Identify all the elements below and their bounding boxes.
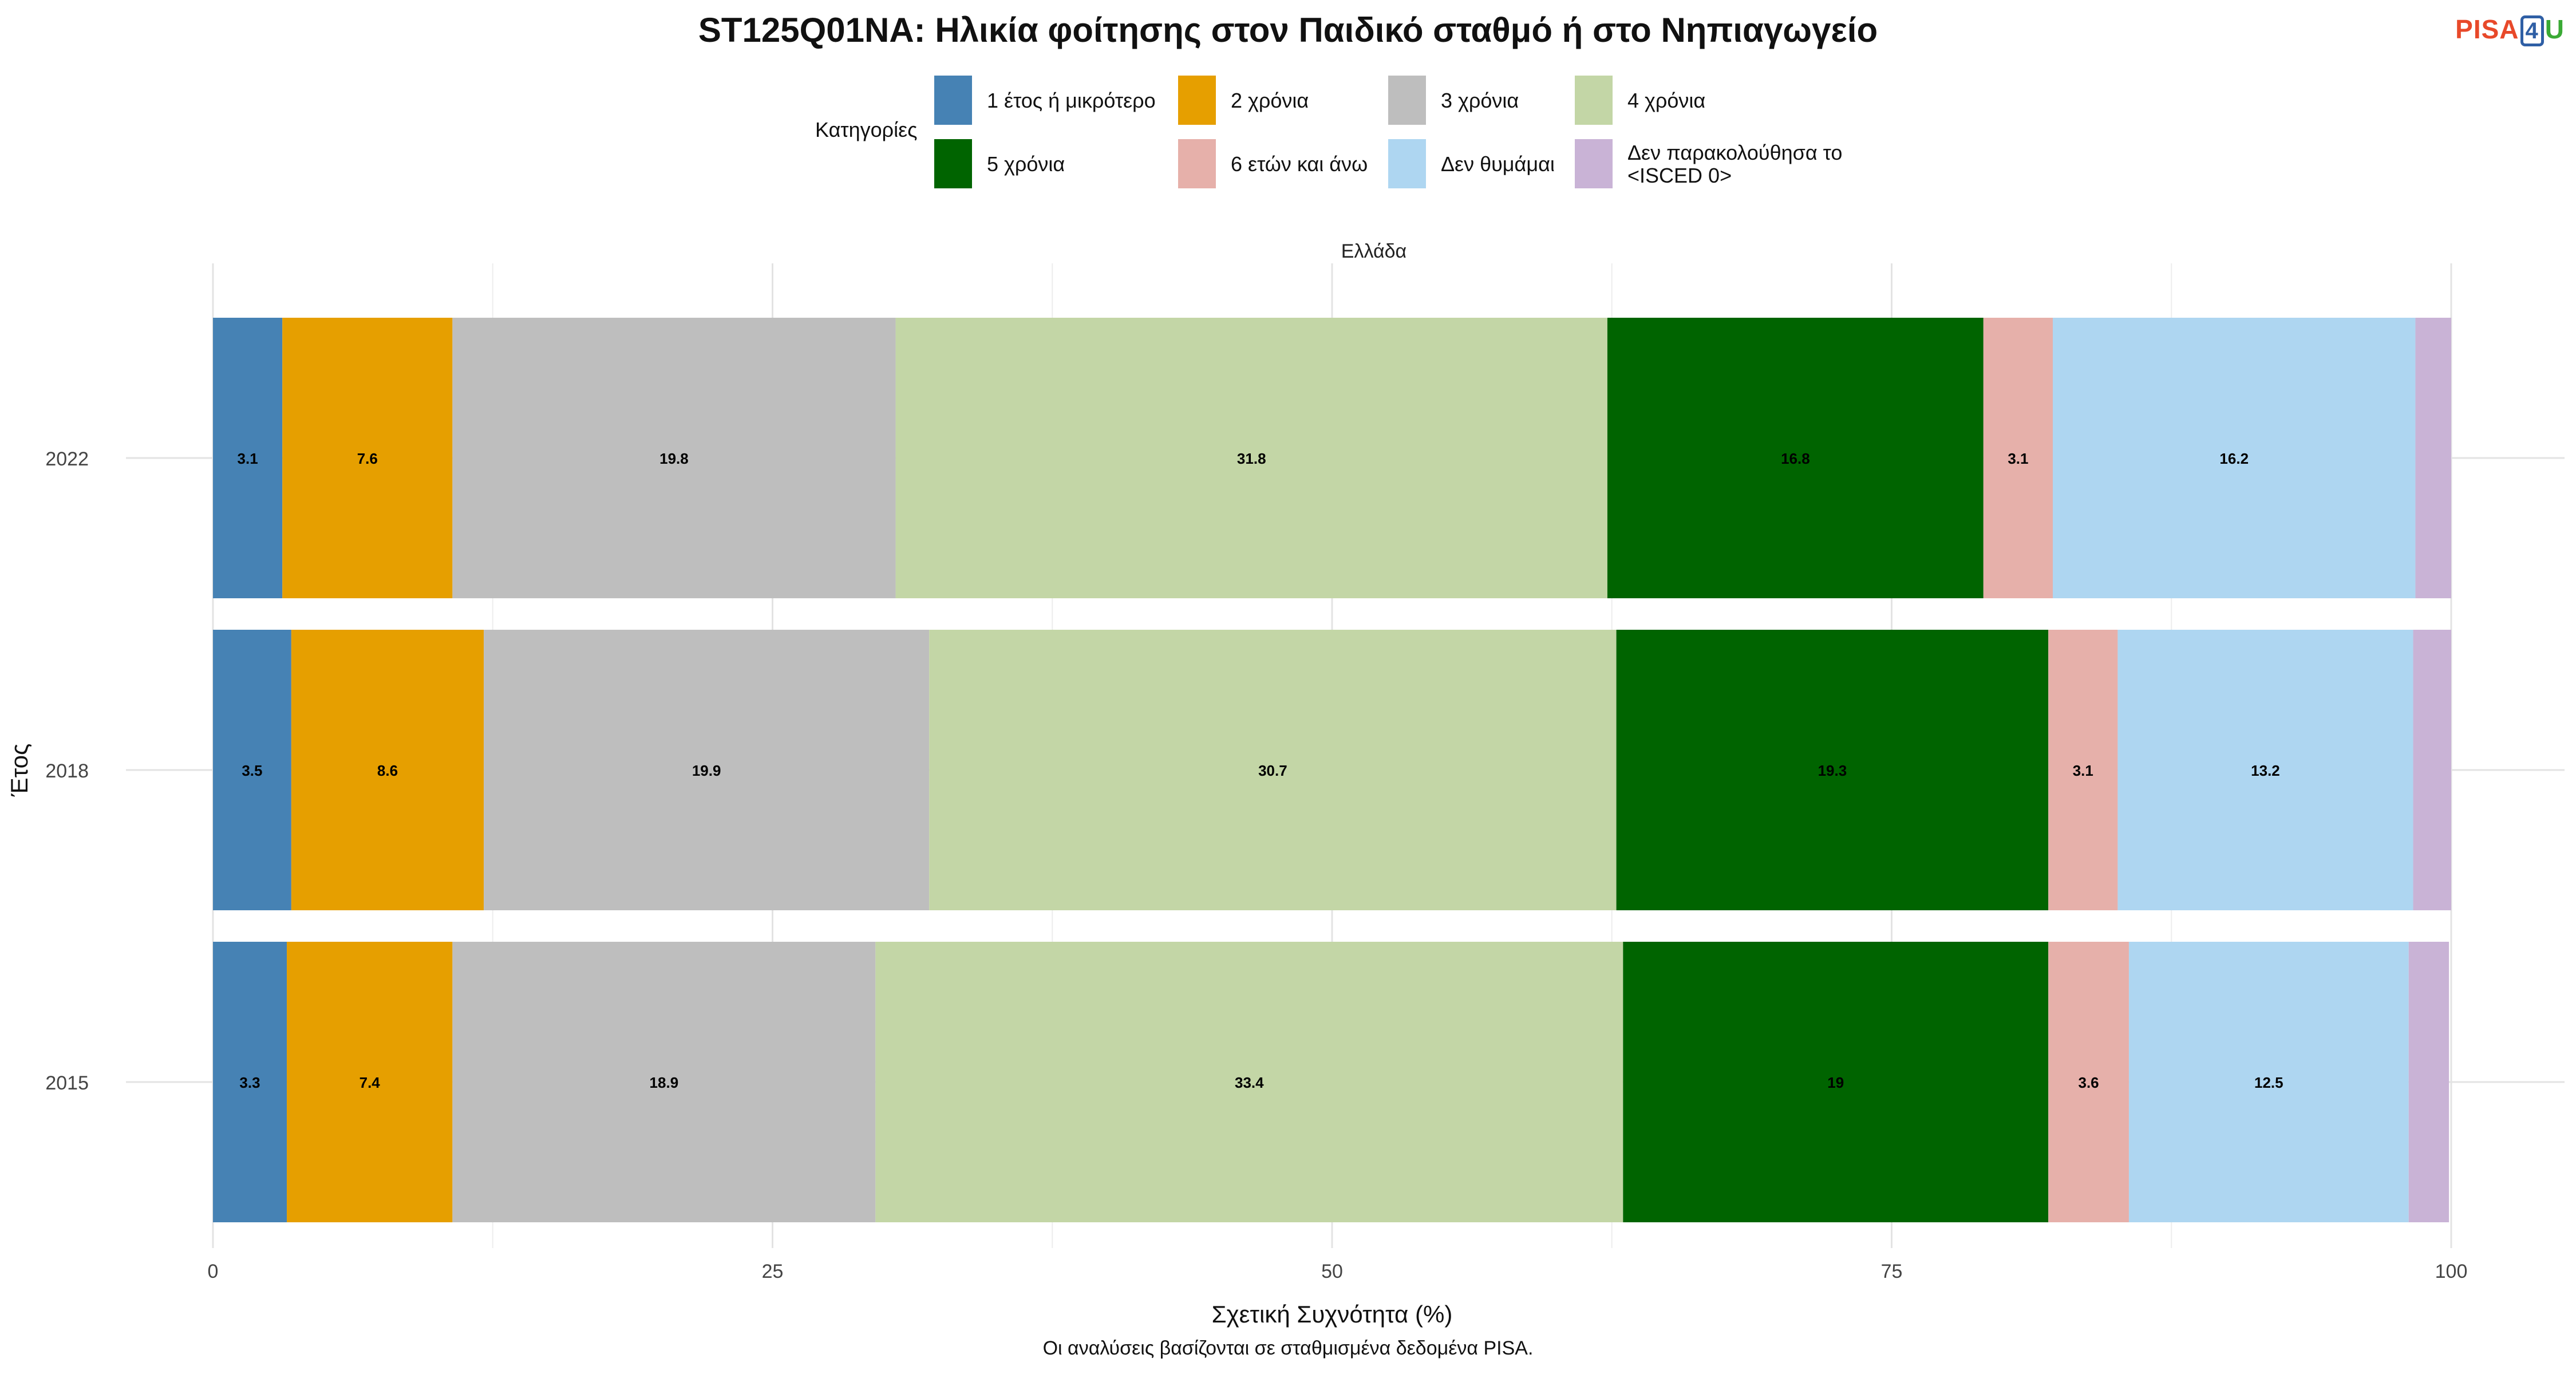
data-label: 3.1 [2073, 762, 2093, 779]
data-label: 3.1 [2008, 450, 2028, 467]
data-label: 16.2 [2219, 450, 2249, 467]
bar-segment [452, 942, 876, 1222]
bar-segment [484, 630, 930, 910]
legend-label: 5 χρόνια [987, 152, 1065, 176]
bar-segment [1983, 318, 2053, 598]
data-label: 3.3 [239, 1074, 260, 1091]
bar-segment [895, 318, 1607, 598]
caption: Οι αναλύσεις βασίζονται σε σταθμισμένα δ… [1042, 1337, 1534, 1359]
legend-title: Κατηγορίες [815, 118, 918, 141]
legend-label: Δεν παρακολούθησα το <ISCED 0> [1627, 141, 1843, 187]
bar-segment [213, 630, 291, 910]
bar-segment [282, 318, 453, 598]
bar-segment [2128, 942, 2409, 1222]
x-tick-label: 0 [208, 1261, 219, 1282]
data-label: 3.1 [238, 450, 258, 467]
bar-segment [929, 630, 1617, 910]
chart-title: ST125Q01NA: Ηλικία φοίτησης στον Παιδικό… [698, 11, 1878, 49]
legend-key [1178, 76, 1216, 125]
data-label: 30.7 [1258, 762, 1287, 779]
y-tick-label: 2018 [45, 760, 89, 782]
data-label: 19 [1827, 1074, 1844, 1091]
data-label: 31.8 [1237, 450, 1266, 467]
legend-label: 4 χρόνια [1627, 89, 1706, 112]
legend-key [934, 76, 972, 125]
legend-label: 1 έτος ή μικρότερο [987, 89, 1156, 112]
bar-segment [2117, 630, 2413, 910]
legend-label: 6 ετών και άνω [1231, 152, 1368, 176]
data-label: 3.6 [2079, 1074, 2099, 1091]
logo-u-text: U [2545, 14, 2565, 44]
bar-segment [291, 630, 484, 910]
legend-key [1575, 76, 1613, 125]
bar-segment [875, 942, 1623, 1222]
bar-segment [452, 318, 896, 598]
data-label: 12.5 [2254, 1074, 2283, 1091]
legend-key [1178, 139, 1216, 188]
bar-segment [1616, 630, 2049, 910]
bar-segment [2048, 630, 2118, 910]
x-tick-label: 25 [762, 1261, 784, 1282]
data-label: 7.4 [359, 1074, 381, 1091]
data-label: 19.8 [659, 450, 689, 467]
data-label: 18.9 [650, 1074, 679, 1091]
bar-segment [2053, 318, 2416, 598]
bar-segment [1623, 942, 2049, 1222]
legend-label: 2 χρόνια [1231, 89, 1309, 112]
y-tick-label: 2015 [45, 1072, 89, 1094]
x-tick-label: 75 [1881, 1261, 1903, 1282]
legend-key [934, 139, 972, 188]
legend-label: Δεν θυμάμαι [1441, 152, 1555, 176]
pisa4u-logo: PISA 4 U [2455, 14, 2565, 46]
logo-four-text: 4 [2520, 15, 2544, 46]
legend-key [1575, 139, 1613, 188]
y-tick-label: 2022 [45, 448, 89, 470]
legend-key [1388, 139, 1426, 188]
data-label: 16.8 [1781, 450, 1810, 467]
bar-segment [2048, 942, 2129, 1222]
bar-segment [2415, 318, 2451, 598]
bar-segment [213, 942, 287, 1222]
data-label: 13.2 [2251, 762, 2280, 779]
facet-label: Ελλάδα [1341, 240, 1406, 262]
bar-segment [2408, 942, 2449, 1222]
legend-key [1388, 76, 1426, 125]
x-tick-label: 100 [2435, 1261, 2468, 1282]
data-label: 3.5 [242, 762, 262, 779]
x-tick-label: 50 [1321, 1261, 1343, 1282]
y-axis-title: Έτος [6, 744, 33, 797]
x-axis-title: Σχετική Συχνότητα (%) [1212, 1301, 1453, 1328]
bar-segment [2413, 630, 2451, 910]
data-label: 8.6 [377, 762, 398, 779]
logo-pisa-text: PISA [2455, 14, 2519, 44]
bar-segment [213, 318, 283, 598]
legend-label: 3 χρόνια [1441, 89, 1519, 112]
data-label: 7.6 [357, 450, 378, 467]
bar-segment [1607, 318, 1984, 598]
bar-segment [287, 942, 453, 1222]
data-label: 33.4 [1235, 1074, 1264, 1091]
data-label: 19.9 [692, 762, 721, 779]
data-label: 19.3 [1818, 762, 1847, 779]
